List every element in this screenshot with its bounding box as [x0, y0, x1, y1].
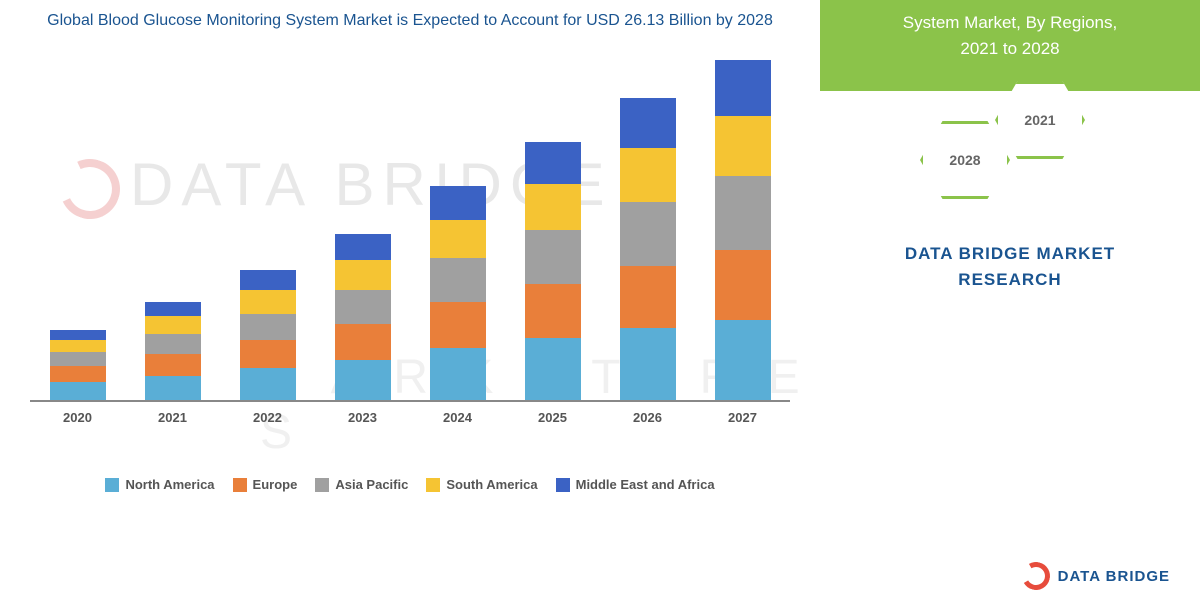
bar-segment: [620, 328, 676, 400]
bar-segment: [50, 330, 106, 340]
bar-segment: [715, 320, 771, 400]
x-axis-label: 2020: [63, 410, 92, 425]
bars-container: 2020 2021 2022 2023 2024 2025 2026 2027: [30, 52, 790, 402]
bar-segment: [145, 376, 201, 400]
hexagon-2021: 2021: [995, 81, 1085, 159]
legend-label: Middle East and Africa: [576, 477, 715, 492]
bar-segment: [620, 266, 676, 328]
right-title-line1: System Market, By Regions,: [903, 13, 1117, 32]
chart-plot: 2020 2021 2022 2023 2024 2025 2026 2027: [30, 52, 790, 432]
hex-container: 2028 2021: [820, 71, 1200, 211]
bar-segment: [50, 366, 106, 382]
legend-item: North America: [105, 477, 214, 492]
main-container: Global Blood Glucose Monitoring System M…: [0, 0, 1200, 600]
footer-logo: DATA BRIDGE: [1022, 562, 1170, 590]
bar-group-2022: 2022: [240, 270, 296, 400]
right-title: System Market, By Regions, 2021 to 2028: [840, 10, 1180, 61]
bar-segment: [335, 360, 391, 400]
bar-group-2025: 2025: [525, 142, 581, 400]
chart-legend: North America Europe Asia Pacific South Ame…: [20, 477, 800, 492]
bar-segment: [525, 142, 581, 184]
legend-item: Europe: [233, 477, 298, 492]
bar-segment: [240, 270, 296, 290]
bar-segment: [430, 220, 486, 258]
bar-group-2020: 2020: [50, 330, 106, 400]
bar-segment: [525, 184, 581, 230]
legend-swatch: [233, 478, 247, 492]
x-axis-label: 2027: [728, 410, 757, 425]
bar-segment: [715, 250, 771, 320]
bar-segment: [525, 230, 581, 284]
bar-segment: [620, 98, 676, 148]
brand-line2: RESEARCH: [958, 270, 1061, 289]
x-axis-label: 2022: [253, 410, 282, 425]
bar-segment: [525, 338, 581, 400]
bar-segment: [430, 302, 486, 348]
bar-segment: [715, 116, 771, 176]
x-axis-label: 2026: [633, 410, 662, 425]
brand-text: DATA BRIDGE MARKET RESEARCH: [820, 241, 1200, 292]
bar-segment: [715, 176, 771, 250]
bar-segment: [335, 324, 391, 360]
bar-segment: [620, 148, 676, 202]
footer-logo-icon: [1018, 559, 1052, 593]
x-axis-label: 2023: [348, 410, 377, 425]
hexagon-2021-label: 2021: [998, 84, 1082, 156]
bar-segment: [240, 290, 296, 314]
bar-segment: [430, 348, 486, 400]
legend-label: North America: [125, 477, 214, 492]
hexagon-2028: 2028: [920, 121, 1010, 199]
legend-swatch: [426, 478, 440, 492]
bar-segment: [430, 186, 486, 220]
legend-label: Europe: [253, 477, 298, 492]
bar-group-2024: 2024: [430, 186, 486, 400]
bar-segment: [240, 340, 296, 368]
chart-area: Global Blood Glucose Monitoring System M…: [0, 0, 820, 600]
x-axis-label: 2021: [158, 410, 187, 425]
bar-segment: [240, 368, 296, 400]
legend-swatch: [315, 478, 329, 492]
legend-label: South America: [446, 477, 537, 492]
bar-segment: [145, 302, 201, 316]
chart-title: Global Blood Glucose Monitoring System M…: [20, 10, 800, 32]
bar-segment: [50, 352, 106, 366]
bar-segment: [335, 234, 391, 260]
bar-segment: [145, 316, 201, 334]
legend-swatch: [105, 478, 119, 492]
bar-segment: [715, 60, 771, 116]
x-axis-label: 2025: [538, 410, 567, 425]
legend-swatch: [556, 478, 570, 492]
bar-segment: [335, 260, 391, 290]
footer-logo-text: DATA BRIDGE: [1058, 568, 1170, 585]
bar-segment: [620, 202, 676, 266]
legend-item: Middle East and Africa: [556, 477, 715, 492]
bar-segment: [525, 284, 581, 338]
bar-group-2023: 2023: [335, 234, 391, 400]
legend-item: South America: [426, 477, 537, 492]
legend-label: Asia Pacific: [335, 477, 408, 492]
bar-segment: [335, 290, 391, 324]
brand-line1: DATA BRIDGE MARKET: [905, 244, 1115, 263]
bar-segment: [145, 334, 201, 354]
right-title-line2: 2021 to 2028: [960, 39, 1059, 58]
legend-item: Asia Pacific: [315, 477, 408, 492]
bar-group-2027: 2027: [715, 60, 771, 400]
right-panel: System Market, By Regions, 2021 to 2028 …: [820, 0, 1200, 600]
hexagon-2028-label: 2028: [923, 124, 1007, 196]
bar-segment: [240, 314, 296, 340]
bar-group-2021: 2021: [145, 302, 201, 400]
bar-segment: [50, 340, 106, 352]
bar-segment: [145, 354, 201, 376]
bar-segment: [50, 382, 106, 400]
bar-group-2026: 2026: [620, 98, 676, 400]
x-axis-label: 2024: [443, 410, 472, 425]
bar-segment: [430, 258, 486, 302]
